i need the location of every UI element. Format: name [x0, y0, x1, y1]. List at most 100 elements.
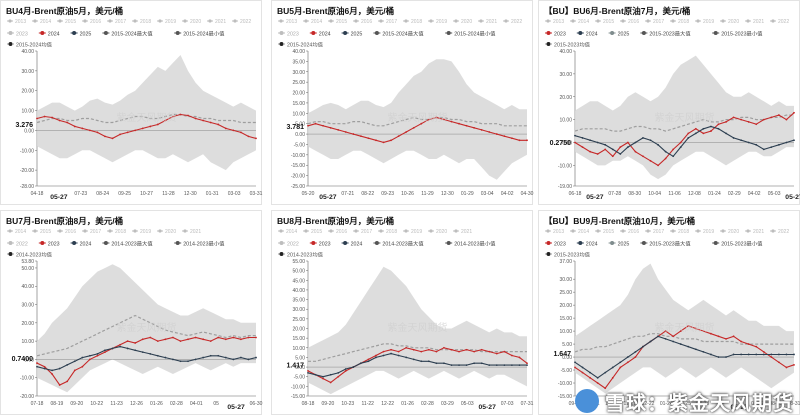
series-point-2024 [119, 345, 121, 348]
legend-label: 2015-2024最小值 [183, 30, 225, 38]
series-point-2023 [172, 336, 174, 339]
y-tick-label: 40.00 [21, 284, 34, 290]
legend-marker [713, 31, 718, 35]
series-point-2024 [412, 358, 415, 361]
series-point-2023 [51, 373, 54, 375]
series-point-2024 [581, 137, 584, 139]
series-point-2024 [382, 141, 385, 144]
legend-label: 2022 [287, 242, 299, 248]
series-point-2023 [412, 348, 415, 351]
series-point-2023 [382, 350, 385, 353]
y-tick-label: -10.00 [20, 148, 34, 154]
series-point-2023 [390, 348, 392, 351]
y-tick-label: 50.00 [21, 266, 34, 272]
y-tick-label: 10.00 [21, 109, 34, 115]
series-point-2024 [777, 143, 780, 146]
x-tick-label: 08-30 [628, 191, 641, 197]
legend-marker [175, 31, 180, 35]
y-tick-label: 35.00 [292, 59, 305, 65]
x-tick-label: 02-28 [170, 401, 183, 407]
chart-title: BU7月-Brent原油8月，美元/桶 [6, 216, 123, 226]
x-tick-label: 10-22 [90, 401, 103, 407]
legend-marker [8, 241, 13, 245]
legend-marker [429, 229, 433, 233]
legend-marker [596, 229, 600, 233]
y-tick-label: 0.00 [24, 357, 34, 363]
series-point-2024 [619, 153, 622, 155]
legend-marker [696, 229, 700, 233]
y-tick-label: -10.00 [558, 381, 572, 387]
series-point-2024 [111, 347, 114, 350]
legend-marker [374, 241, 379, 245]
legend-label: 2024 [351, 242, 363, 248]
legend-label: 2018 [115, 229, 126, 235]
series-point-2024 [435, 362, 438, 365]
series-point-2023 [793, 111, 795, 114]
x-tick-label: 11-29 [421, 191, 434, 197]
legend-label: 2015-2024最大值 [382, 30, 424, 38]
legend-label: 2021 [190, 229, 201, 235]
series-point-2024 [589, 139, 592, 142]
legend-marker [343, 241, 348, 245]
chart-watermark: 紫金天风期货 [388, 321, 448, 334]
legend-marker [404, 229, 408, 233]
legend-label: 2015-2023最大值 [649, 30, 691, 38]
legend-label: 2017 [653, 229, 664, 235]
y-tick-label: -15.00 [558, 394, 572, 400]
legend-marker [311, 31, 316, 35]
x-tick-label: 04- [717, 401, 725, 407]
legend-marker [696, 19, 700, 23]
legend-label: 2015-2024均值 [287, 41, 324, 49]
x-tick-label: 12-22 [642, 401, 655, 407]
y-tick-label: -20.00 [20, 168, 34, 174]
x-tick-label: 11-23 [110, 401, 123, 407]
series-point-2024 [664, 150, 667, 153]
series-point-2024 [367, 137, 370, 140]
y-tick-label: 10.00 [21, 339, 34, 345]
series-point-2023 [43, 365, 46, 368]
series-point-2024 [43, 367, 46, 370]
legend-marker [8, 252, 13, 256]
series-point-2024 [488, 131, 491, 133]
legend-label: 2022 [511, 19, 522, 25]
legend-marker [646, 229, 650, 233]
y-tick-label: 5.00 [295, 355, 305, 361]
legend-marker [479, 19, 483, 23]
series-point-2023 [642, 155, 644, 158]
series-point-2023 [581, 146, 584, 149]
series-point-2023 [581, 371, 584, 374]
legend-label: 2017 [653, 19, 664, 25]
legend-marker [8, 42, 13, 46]
series-point-2024 [574, 134, 576, 137]
series-line-2024 [307, 116, 527, 143]
legend-marker [40, 31, 45, 35]
series-point-2024 [202, 356, 205, 359]
series-point-2024 [702, 350, 705, 353]
series-point-2024 [725, 356, 727, 358]
series-point-2023 [179, 340, 182, 343]
series-point-2023 [510, 354, 513, 357]
y-tick-label: -10.00 [558, 163, 572, 169]
x-tick-label: 04-30 [521, 191, 534, 197]
series-point-2024 [649, 340, 652, 343]
legend-marker [546, 31, 551, 35]
series-point-2023 [717, 335, 720, 338]
series-point-2023 [255, 336, 257, 339]
legend-label: 2025 [80, 32, 92, 38]
legend-marker [33, 19, 37, 23]
legend-marker [354, 229, 358, 233]
series-point-2024 [352, 366, 355, 368]
chart-watermark: 紫金天风期货 [655, 321, 715, 334]
series-line-2023 [574, 325, 795, 389]
legend-label: 2015-2023均值 [554, 251, 591, 259]
legend-label: 2014 [15, 229, 26, 235]
series-point-2023 [156, 340, 159, 343]
x-tick-highlight: 05-27 [227, 404, 245, 411]
y-tick-label: 25.00 [292, 317, 305, 323]
series-point-2024 [359, 135, 362, 138]
legend-marker [40, 241, 45, 245]
series-point-2024 [596, 141, 599, 144]
series-point-2023 [322, 377, 325, 380]
legend-marker [379, 229, 383, 233]
legend-label: 2014 [578, 19, 589, 25]
